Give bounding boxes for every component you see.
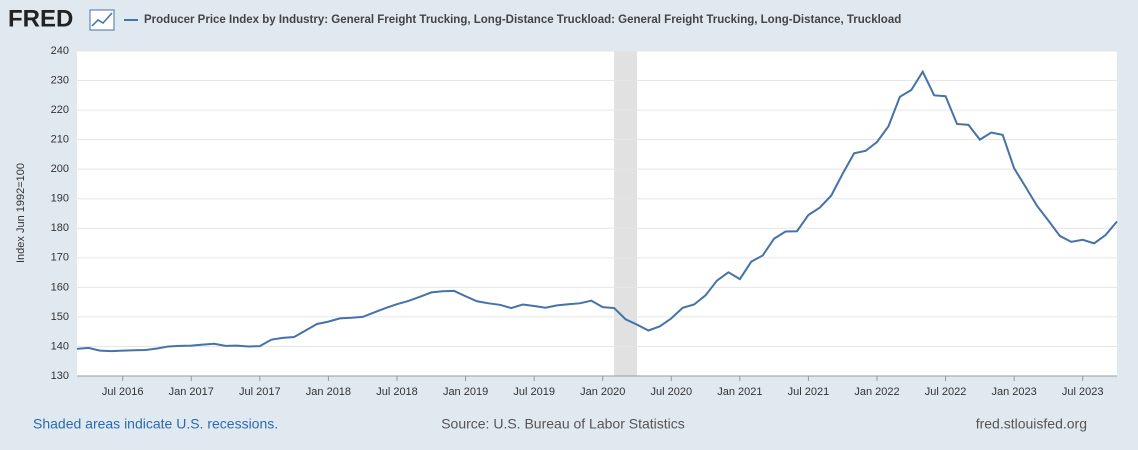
y-tick-label: 170 xyxy=(51,252,69,264)
y-tick-label: 160 xyxy=(51,281,69,293)
x-tick-label: Jan 2021 xyxy=(717,386,762,398)
x-tick-label: Jan 2020 xyxy=(580,386,625,398)
plot-area xyxy=(77,51,1117,376)
x-tick-label: Jan 2022 xyxy=(854,386,899,398)
y-axis-label: Index Jun 1992=100 xyxy=(15,163,27,263)
data-line xyxy=(76,69,1118,353)
x-tick-label: Jul 2022 xyxy=(925,386,967,398)
x-tick-label: Jul 2019 xyxy=(513,386,555,398)
y-tick-label: 210 xyxy=(51,134,69,146)
x-tick-label: Jul 2021 xyxy=(788,386,830,398)
y-tick-label: 230 xyxy=(51,74,69,86)
y-tick-label: 130 xyxy=(51,370,69,382)
footer-site[interactable]: fred.stlouisfed.org xyxy=(976,416,1087,432)
recession-shade xyxy=(614,51,637,376)
x-tick-label: Jul 2020 xyxy=(650,386,692,398)
legend-label: Producer Price Index by Industry: Genera… xyxy=(144,14,901,26)
x-tick-label: Jan 2017 xyxy=(169,386,214,398)
y-tick-label: 150 xyxy=(51,311,69,323)
x-tick-label: Jan 2018 xyxy=(306,386,351,398)
y-tick-label: 240 xyxy=(51,45,69,57)
y-tick-label: 190 xyxy=(51,193,69,205)
y-tick-label: 140 xyxy=(51,340,69,352)
x-tick-label: Jan 2023 xyxy=(992,386,1037,398)
footer-source: Source: U.S. Bureau of Labor Statistics xyxy=(441,416,685,432)
x-tick-label: Jul 2023 xyxy=(1062,386,1104,398)
logo-icon-line xyxy=(91,12,113,27)
logo-icon xyxy=(89,9,115,31)
x-tick-label: Jul 2016 xyxy=(102,386,144,398)
x-tick-label: Jul 2017 xyxy=(239,386,281,398)
y-tick-label: 200 xyxy=(51,163,69,175)
y-tick-label: 180 xyxy=(51,222,69,234)
logo[interactable]: FRED xyxy=(8,5,73,32)
x-tick-label: Jul 2018 xyxy=(376,386,418,398)
y-tick-label: 220 xyxy=(51,104,69,116)
x-tick-label: Jan 2019 xyxy=(443,386,488,398)
footer-note[interactable]: Shaded areas indicate U.S. recessions. xyxy=(33,416,278,432)
